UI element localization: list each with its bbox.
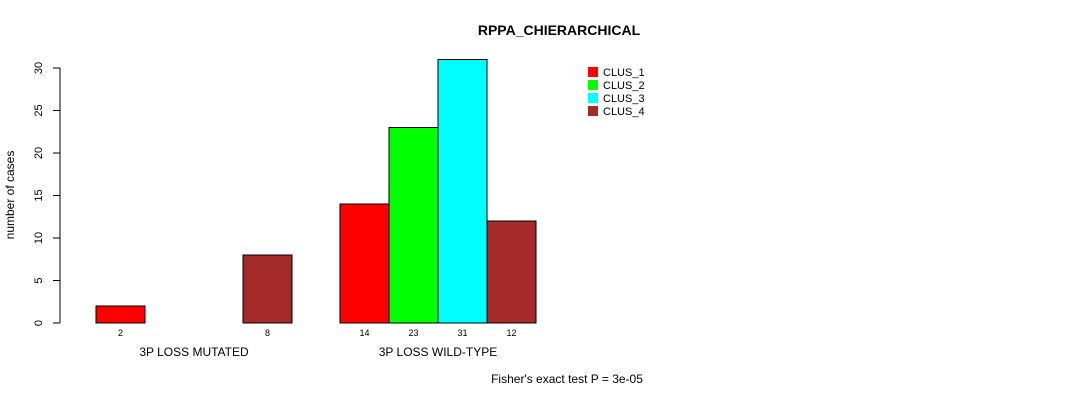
bar-value-label-clus_1-group-1: 2: [118, 328, 123, 338]
bar-clus_4-group-2: [486, 220, 537, 324]
group-labels: 3P LOSS MUTATED 3P LOSS WILD-TYPE: [139, 345, 497, 359]
y-tick-label-0: 0: [33, 320, 45, 326]
bar-clus_2-group-2: [388, 127, 439, 324]
y-tick-label-10: 10: [33, 232, 45, 244]
y-tick-label-15: 15: [33, 189, 45, 201]
legend-label-clus_4: CLUS_4: [603, 106, 645, 118]
chart-title: RPPA_CHIERARCHICAL: [478, 22, 641, 38]
legend-swatch-clus_1: [588, 67, 598, 77]
bar-value-label-clus_4-group-1: 8: [265, 328, 270, 338]
legend-label-clus_1: CLUS_1: [603, 67, 645, 79]
legend-swatch-clus_4: [588, 106, 598, 116]
bar-value-label-clus_2-group-2: 23: [408, 328, 418, 338]
y-tick-label-30: 30: [33, 62, 45, 74]
legend-swatch-clus_2: [588, 80, 598, 90]
legend-label-clus_2: CLUS_2: [603, 80, 645, 92]
bar-clus_1-group-2: [339, 203, 390, 324]
bar-value-label-clus_4-group-2: 12: [506, 328, 516, 338]
group-label-1: 3P LOSS MUTATED: [139, 345, 249, 359]
bars: [95, 59, 537, 324]
y-axis-label: number of cases: [3, 151, 17, 240]
bar-clus_4-group-1: [242, 254, 293, 324]
y-tick-label-20: 20: [33, 147, 45, 159]
bar-value-label-clus_3-group-2: 31: [457, 328, 467, 338]
legend-label-clus_3: CLUS_3: [603, 93, 645, 105]
y-axis: 0 5 10 15 20 25 30: [33, 62, 61, 326]
bar-value-labels: 2 8 14 23 31 12: [118, 328, 517, 338]
bar-clus_3-group-2: [437, 59, 488, 324]
y-tick-label-25: 25: [33, 104, 45, 116]
y-tick-label-5: 5: [33, 277, 45, 283]
bar-value-label-clus_1-group-2: 14: [359, 328, 369, 338]
group-label-2: 3P LOSS WILD-TYPE: [379, 345, 497, 359]
fisher-test-footnote: Fisher's exact test P = 3e-05: [491, 372, 643, 386]
legend-swatch-clus_3: [588, 93, 598, 103]
bar-clus_1-group-1: [95, 305, 146, 324]
